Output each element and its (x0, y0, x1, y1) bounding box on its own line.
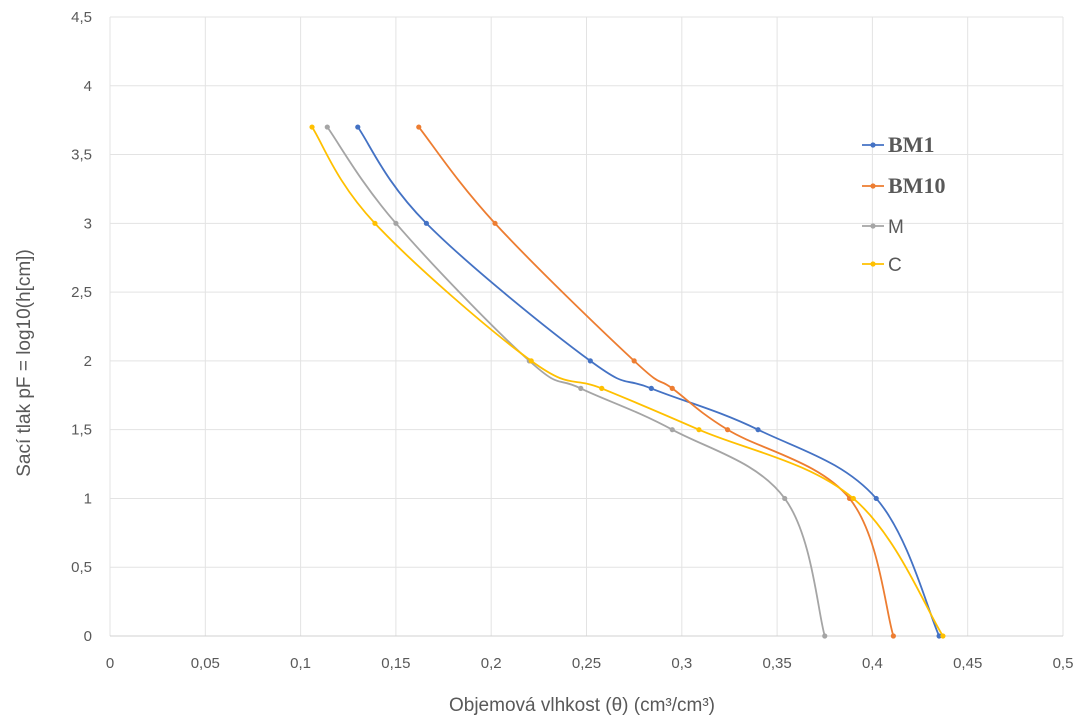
legend-label-bm1: BM1 (888, 132, 934, 157)
legend-marker-bm1 (870, 142, 876, 148)
data-point-bm10 (631, 358, 637, 364)
data-point-m (393, 220, 399, 226)
series-line-bm10 (418, 126, 895, 637)
x-tick-label: 0,45 (953, 655, 982, 672)
y-tick-label: 0 (84, 628, 92, 645)
legend-item-m: M (862, 217, 904, 238)
series-bm1 (355, 124, 942, 639)
data-point-bm10 (416, 124, 422, 130)
data-point-bm10 (724, 427, 731, 433)
x-tick-label: 0,4 (862, 655, 883, 672)
data-point-c (599, 385, 605, 391)
x-tick-label: 0,3 (671, 655, 692, 672)
data-point-c (372, 220, 378, 226)
data-point-c (309, 124, 315, 130)
series-c (309, 124, 946, 639)
data-point-bm1 (423, 220, 429, 226)
legend-item-c: C (862, 255, 902, 276)
data-point-bm1 (648, 385, 654, 391)
y-tick-label: 0,5 (71, 559, 92, 576)
data-point-bm1 (755, 427, 761, 433)
legend-label-m: M (888, 217, 904, 238)
data-point-m (822, 633, 828, 639)
legend-item-bm1: BM1 (862, 132, 934, 157)
y-tick-label: 1 (84, 490, 92, 507)
legend: BM1 BM10 MC (862, 132, 945, 276)
data-point-m (578, 385, 584, 391)
x-tick-label: 0,1 (290, 655, 311, 672)
y-tick-label: 4,5 (71, 9, 92, 26)
x-tick-label: 0,5 (1053, 655, 1074, 672)
series-layer (309, 124, 946, 639)
data-point-bm10 (890, 633, 896, 639)
x-tick-label: 0,2 (481, 655, 502, 672)
data-point-bm10 (669, 385, 675, 391)
grid (109, 16, 1064, 637)
x-tick-label: 0,25 (572, 655, 601, 672)
y-tick-label: 2,5 (71, 284, 92, 301)
data-point-bm10 (492, 220, 498, 226)
x-axis-title: Objemová vlhkost (θ) (cm³/cm³) (449, 695, 715, 716)
y-tick-label: 2 (84, 353, 92, 370)
x-tick-label: 0,15 (381, 655, 410, 672)
x-tick-label: 0,05 (191, 655, 220, 672)
data-point-bm1 (936, 633, 942, 639)
data-point-c (528, 358, 534, 364)
y-tick-label: 1,5 (71, 422, 92, 439)
legend-item-bm10: BM10 (862, 173, 945, 198)
series-line-bm1 (357, 126, 940, 637)
data-point-bm1 (873, 495, 879, 502)
data-point-bm1 (587, 358, 593, 364)
y-axis-title: Sací tlak pF = log10(h[cm]) (14, 249, 35, 477)
legend-marker-m (870, 223, 876, 229)
y-tick-label: 3 (84, 215, 92, 232)
legend-marker-c (870, 261, 876, 267)
series-bm10 (416, 124, 896, 639)
data-point-c (940, 633, 946, 639)
data-point-m (782, 495, 788, 502)
y-tick-label: 4 (84, 78, 92, 95)
data-point-m (324, 124, 330, 130)
y-tick-label: 3,5 (71, 147, 92, 164)
data-point-c (696, 427, 702, 433)
data-point-c (850, 495, 856, 502)
legend-label-bm10: BM10 (888, 173, 945, 198)
x-tick-label: 0,35 (762, 655, 791, 672)
data-point-bm1 (355, 124, 361, 130)
legend-marker-bm10 (870, 183, 876, 189)
data-point-m (669, 427, 675, 433)
legend-label-c: C (888, 255, 902, 276)
tick-labels: 0 0,05 0,1 0,15 0,2 0,25 0,3 0,35 0,4 0,45 0,5 0 0,5… (71, 9, 1073, 672)
x-tick-label: 0 (106, 655, 114, 672)
